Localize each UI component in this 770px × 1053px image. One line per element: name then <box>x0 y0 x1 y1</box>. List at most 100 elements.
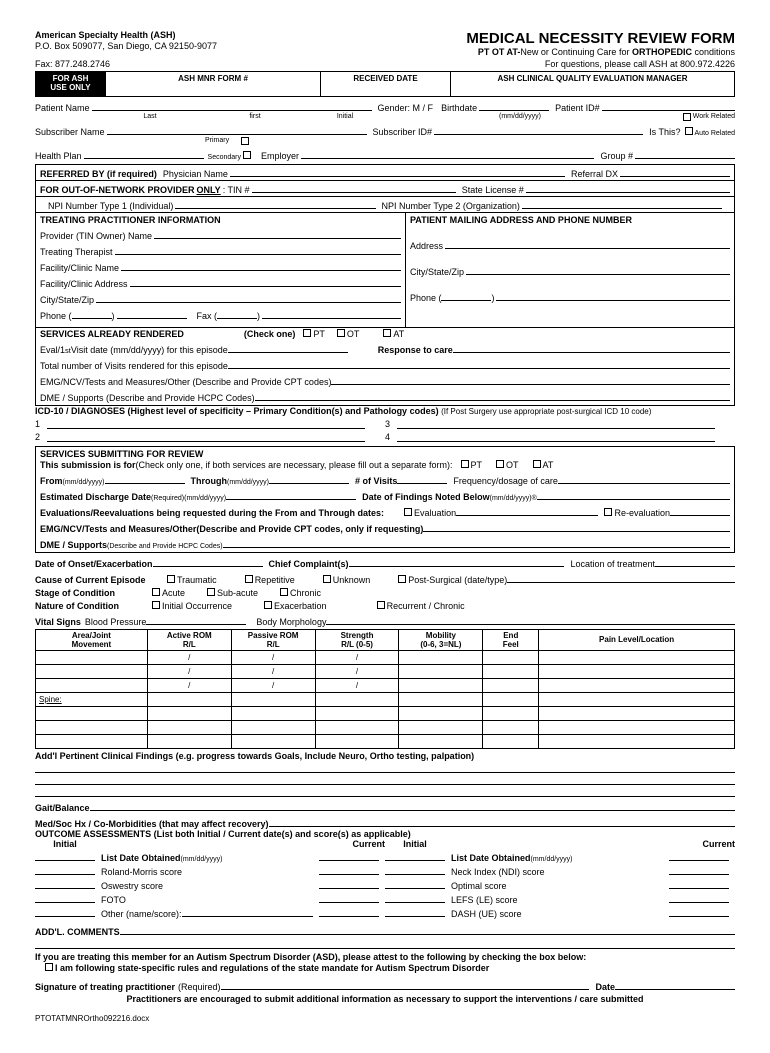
oc-r1b[interactable] <box>669 865 729 875</box>
npi2-field[interactable] <box>522 198 722 209</box>
cb-init[interactable] <box>152 601 160 609</box>
vit-r5[interactable] <box>36 706 735 720</box>
fx-area[interactable] <box>217 309 257 319</box>
oc-l3a[interactable] <box>35 893 95 903</box>
slic-field[interactable] <box>526 182 730 193</box>
ph-area[interactable] <box>72 309 112 319</box>
morph-f[interactable] <box>326 614 735 625</box>
cb-trauma[interactable] <box>167 575 175 583</box>
ss-from-f[interactable] <box>105 473 185 484</box>
cb-eval[interactable] <box>404 508 412 516</box>
cb-unk[interactable] <box>323 575 331 583</box>
sig-date-f[interactable] <box>615 979 735 990</box>
find-lines[interactable] <box>35 761 735 797</box>
gait-f[interactable] <box>90 800 735 811</box>
oc-r2b[interactable] <box>669 879 729 889</box>
ss-freq-f[interactable] <box>558 473 730 484</box>
cb-secondary[interactable] <box>243 151 251 159</box>
csz-field[interactable] <box>96 293 401 303</box>
refdx-field[interactable] <box>620 166 730 177</box>
oc-oth-f[interactable] <box>182 907 313 917</box>
emp-field[interactable] <box>301 148 594 159</box>
oc-r3b[interactable] <box>669 893 729 903</box>
phys-field[interactable] <box>230 166 565 177</box>
cb-reeval[interactable] <box>604 508 612 516</box>
bd-field[interactable] <box>479 100 549 111</box>
cb-primary[interactable] <box>241 137 249 145</box>
icd4-f[interactable] <box>397 432 715 442</box>
total-field[interactable] <box>228 358 730 369</box>
pcsz-field[interactable] <box>466 265 730 275</box>
ps-f[interactable] <box>507 572 735 583</box>
cb-pt[interactable] <box>303 329 311 337</box>
vit-r6[interactable] <box>36 720 735 734</box>
oc-l0a[interactable] <box>35 851 95 861</box>
oc-l2b[interactable] <box>319 879 379 889</box>
tin-field[interactable] <box>252 182 456 193</box>
ss-thr-f[interactable] <box>269 473 349 484</box>
icd1-f[interactable] <box>47 419 365 429</box>
oc-l1a[interactable] <box>35 865 95 875</box>
bp-f[interactable] <box>146 614 246 625</box>
medsoc-f[interactable] <box>269 816 735 827</box>
vit-r3[interactable]: /// <box>36 678 735 692</box>
pph-num[interactable] <box>496 291 730 301</box>
resp-field[interactable] <box>453 342 730 353</box>
paddr-field[interactable] <box>445 239 730 249</box>
addlc-f[interactable] <box>120 924 735 935</box>
cb-recur[interactable] <box>377 601 385 609</box>
oc-l4b[interactable] <box>319 907 379 917</box>
oc-l0b[interactable] <box>319 851 379 861</box>
ss-cb-ot[interactable] <box>496 460 504 468</box>
ss-vis-f[interactable] <box>397 473 447 484</box>
hp-field[interactable] <box>84 148 204 159</box>
pid-field[interactable] <box>602 100 735 111</box>
fx-num[interactable] <box>262 309 401 319</box>
cb-at[interactable] <box>383 329 391 337</box>
icd2-f[interactable] <box>47 432 365 442</box>
cb-rep[interactable] <box>245 575 253 583</box>
fn-field[interactable] <box>121 261 401 271</box>
cb-asd[interactable] <box>45 963 53 971</box>
subname-field[interactable] <box>107 124 367 135</box>
icd3-f[interactable] <box>397 419 715 429</box>
fa-field[interactable] <box>130 277 401 287</box>
cb-acute[interactable] <box>152 588 160 596</box>
ss-reeval-f[interactable] <box>670 505 730 516</box>
ph-num[interactable] <box>117 309 187 319</box>
sig-f[interactable] <box>221 979 590 990</box>
oc-l1b[interactable] <box>319 865 379 875</box>
dme-field[interactable] <box>255 390 730 401</box>
prov-field[interactable] <box>154 229 401 239</box>
vit-r2[interactable]: /// <box>36 664 735 678</box>
eval-field[interactable] <box>228 342 348 353</box>
npi1-field[interactable] <box>175 198 375 209</box>
oc-r4b[interactable] <box>669 907 729 917</box>
oc-r0a[interactable] <box>385 851 445 861</box>
ss-cb-at[interactable] <box>533 460 541 468</box>
ss-emg-f[interactable] <box>423 521 730 532</box>
vit-spine[interactable]: Spine: <box>36 692 735 706</box>
cb-work[interactable] <box>683 113 691 121</box>
oc-l2a[interactable] <box>35 879 95 889</box>
chief-f[interactable] <box>349 556 565 567</box>
cb-chron[interactable] <box>280 588 288 596</box>
onset-f[interactable] <box>153 556 263 567</box>
ss-edd-f[interactable] <box>226 489 356 500</box>
ther-field[interactable] <box>115 245 401 255</box>
emg-field[interactable] <box>331 374 730 385</box>
group-field[interactable] <box>635 148 735 159</box>
oc-r4a[interactable] <box>385 907 445 917</box>
oc-r0b[interactable] <box>669 851 729 861</box>
ss-cb-pt[interactable] <box>461 460 469 468</box>
cb-sub[interactable] <box>207 588 215 596</box>
ss-dfnb-f[interactable] <box>537 489 730 500</box>
cb-exac[interactable] <box>264 601 272 609</box>
oc-l3b[interactable] <box>319 893 379 903</box>
vit-r1[interactable]: /// <box>36 650 735 664</box>
cb-ps[interactable] <box>398 575 406 583</box>
loc-f[interactable] <box>655 556 735 567</box>
pph-area[interactable] <box>441 291 491 301</box>
cb-ot[interactable] <box>337 329 345 337</box>
oc-r1a[interactable] <box>385 865 445 875</box>
